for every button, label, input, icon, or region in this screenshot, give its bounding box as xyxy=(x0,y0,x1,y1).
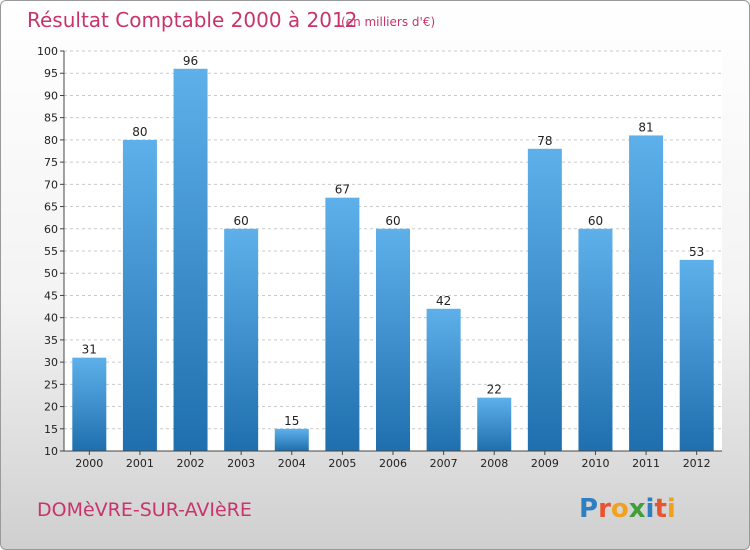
x-tick-label: 2005 xyxy=(328,457,356,470)
data-label-2002: 96 xyxy=(183,54,198,68)
y-tick-label: 75 xyxy=(44,156,58,169)
x-tick-label: 2002 xyxy=(177,457,205,470)
bar-2007 xyxy=(426,308,461,451)
x-tick-label: 2004 xyxy=(278,457,306,470)
y-tick-label: 60 xyxy=(44,223,58,236)
data-label-2006: 60 xyxy=(385,214,400,228)
y-tick-label: 25 xyxy=(44,378,58,391)
proxiti-logo: Proxiti xyxy=(579,494,676,524)
bar-2004 xyxy=(274,428,309,451)
data-label-2007: 42 xyxy=(436,294,451,308)
y-tick-label: 45 xyxy=(44,289,58,302)
x-tick-label: 2008 xyxy=(480,457,508,470)
bar-2009 xyxy=(527,148,562,451)
bar-2011 xyxy=(629,135,664,451)
bar-2010 xyxy=(578,228,613,451)
data-label-2000: 31 xyxy=(82,343,97,357)
data-label-2010: 60 xyxy=(588,214,603,228)
logo-letter: i xyxy=(667,494,676,524)
x-tick-label: 2000 xyxy=(75,457,103,470)
data-label-2008: 22 xyxy=(487,383,502,397)
town-name: DOMèVRE-SUR-AVIèRE xyxy=(37,499,252,521)
data-label-2012: 53 xyxy=(689,245,704,259)
y-tick-label: 100 xyxy=(37,45,58,58)
bar-2006 xyxy=(376,228,410,451)
data-label-2003: 60 xyxy=(234,214,249,228)
y-tick-label: 55 xyxy=(44,245,58,258)
bar-2001 xyxy=(122,139,157,451)
y-tick-label: 30 xyxy=(44,356,58,369)
x-tick-label: 2003 xyxy=(227,457,255,470)
y-tick-label: 35 xyxy=(44,334,58,347)
y-tick-label: 15 xyxy=(44,423,58,436)
logo-letter: x xyxy=(629,494,646,524)
logo-letter: o xyxy=(611,494,629,524)
bar-2005 xyxy=(325,197,360,451)
chart-title: Résultat Comptable 2000 à 2012 xyxy=(27,8,357,32)
bar-2008 xyxy=(477,397,512,451)
y-tick-label: 80 xyxy=(44,134,58,147)
bar-2002 xyxy=(173,68,208,452)
x-tick-label: 2006 xyxy=(379,457,407,470)
y-tick-label: 95 xyxy=(44,67,58,80)
bar-layer: 31 80 96 60 15 67 60 42 22 78 60 81 53 xyxy=(72,54,714,452)
data-label-2001: 80 xyxy=(132,125,147,139)
y-tick-label: 70 xyxy=(44,178,58,191)
x-tick-label: 2001 xyxy=(126,457,154,470)
logo-letter: r xyxy=(598,494,611,524)
bar-2003 xyxy=(224,228,259,451)
data-label-2009: 78 xyxy=(537,134,552,148)
bar-2012 xyxy=(679,259,714,451)
y-tick-label: 40 xyxy=(44,312,58,325)
y-axis-ticks: 10 15 20 25 30 35 40 45 50 55 60 65 70 75 80 85 90 95 100 xyxy=(37,45,64,458)
logo-letter: i xyxy=(646,494,655,524)
x-tick-label: 2009 xyxy=(531,457,559,470)
x-tick-label: 2011 xyxy=(632,457,660,470)
data-label-2005: 67 xyxy=(335,183,350,197)
y-tick-label: 50 xyxy=(44,267,58,280)
y-tick-label: 65 xyxy=(44,201,58,214)
y-tick-label: 90 xyxy=(44,89,58,102)
y-tick-label: 10 xyxy=(44,445,58,458)
y-tick-label: 20 xyxy=(44,401,58,414)
x-axis-ticks: 2000 2001 2002 2003 2004 2005 2006 2007 2008 2009… xyxy=(75,451,711,470)
chart-subtitle: (en milliers d'€) xyxy=(341,15,435,29)
logo-letter: P xyxy=(579,494,598,524)
x-tick-label: 2007 xyxy=(430,457,458,470)
logo-letter: t xyxy=(654,494,666,524)
bar-2000 xyxy=(72,357,107,451)
x-tick-label: 2010 xyxy=(581,457,609,470)
data-label-2011: 81 xyxy=(638,120,653,134)
x-tick-label: 2012 xyxy=(683,457,711,470)
y-tick-label: 85 xyxy=(44,112,58,125)
data-label-2004: 15 xyxy=(284,414,299,428)
